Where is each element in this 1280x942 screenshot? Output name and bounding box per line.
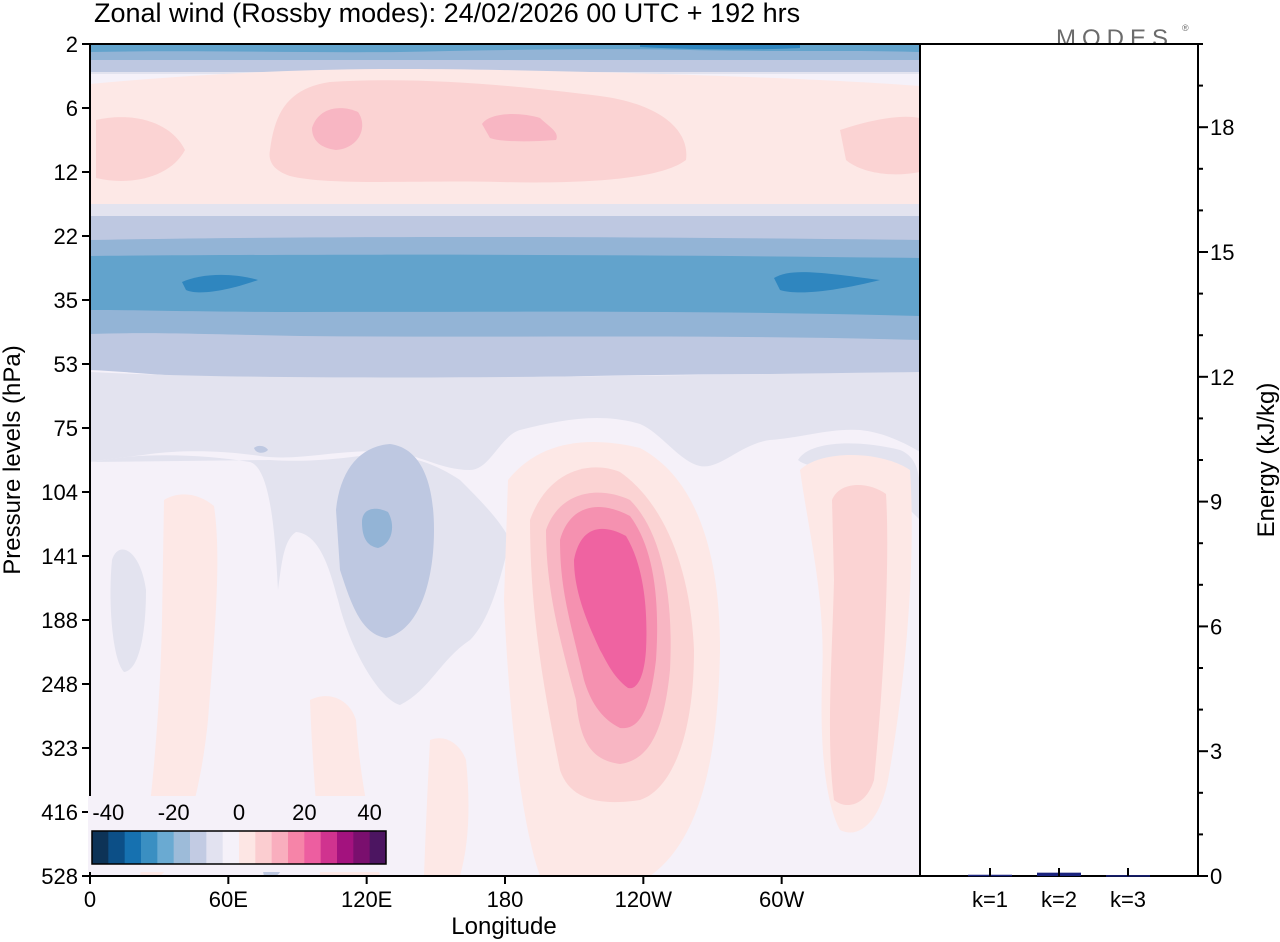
pink-center-core [574,528,647,689]
y-tick-label-104: 104 [41,480,78,505]
colorbar-swatch-2 [124,831,142,864]
y-tick-label-35: 35 [54,288,78,313]
colorbar-swatch-1 [108,831,126,864]
energy-panel-frame [919,43,1199,877]
jet-core-west [182,274,258,293]
energy-cat-label-k=1: k=1 [972,887,1008,912]
colorbar-swatch-17 [369,831,387,864]
y-tick-label-323: 323 [41,736,78,761]
westerly-patch-center [269,80,687,183]
colorbar-swatch-3 [141,831,158,864]
colorbar-swatch-6 [190,831,207,864]
weak-easterly-region [90,372,920,470]
colorbar-label-40: 40 [357,800,381,825]
energy-tick-label-15: 15 [1210,240,1234,265]
y-tick-label-528: 528 [41,864,78,889]
x-tick-label-60E: 60E [209,887,248,912]
westerly-patch-east [840,116,920,175]
colorbar: -40 -20 0 20 40 [88,796,390,872]
colorbar-swatch-9 [239,831,256,864]
x-tick-label-120E: 120E [341,887,392,912]
x-axis-label: Longitude [451,913,556,940]
logo-registered-mark: ® [1182,23,1195,33]
energy-tick-label-6: 6 [1210,614,1222,639]
energy-tick-label-12: 12 [1210,365,1234,390]
easterly-blip-small [254,445,268,453]
band-top-core [640,44,800,50]
easterly-core-center [362,508,393,548]
chart-title: Zonal wind (Rossby modes): 24/02/2026 00… [94,0,800,28]
pink-lower-center [424,738,469,876]
energy-axis: 0 3 6 9 12 15 18 [1198,43,1234,889]
colorbar-label--20: -20 [158,800,190,825]
colorbar-swatch-15 [337,831,354,864]
colorbar-swatch-4 [157,831,175,864]
colorbar-swatch-12 [288,831,305,864]
y-tick-label-248: 248 [41,672,78,697]
energy-axis-label: Energy (kJ/kg) [1253,383,1280,538]
y-tick-label-53: 53 [54,352,78,377]
energy-tick-label-0: 0 [1210,864,1222,889]
colorbar-swatch-8 [222,831,240,864]
colorbar-swatch-5 [173,831,191,864]
colorbar-label-20: 20 [292,800,316,825]
westerly-patch-west [96,117,185,181]
pink-east-inner [829,484,888,806]
y-tick-label-12: 12 [54,160,78,185]
colorbar-label-0: 0 [233,800,245,825]
y-tick-label-2: 2 [66,32,78,57]
jet-inner [90,254,920,316]
easterly-patch-west [110,549,146,672]
energy-tick-label-3: 3 [1210,739,1222,764]
energy-tick-label-9: 9 [1210,490,1222,515]
colorbar-swatch-7 [206,831,224,864]
x-tick-label-0: 0 [84,887,96,912]
longitude-axis: 0 60E 120E 180 120W 60W [84,876,805,912]
band-top-edge [90,60,920,72]
energy-bars: k=1 k=2 k=3 [968,868,1150,912]
energy-cat-label-k=2: k=2 [1041,887,1077,912]
y-tick-label-188: 188 [41,608,78,633]
colorbar-swatch-14 [320,831,338,864]
colorbar-label--40: -40 [92,800,124,825]
colorbar-swatch-0 [92,831,109,864]
y-tick-label-6: 6 [66,96,78,121]
colorbar-swatch-16 [353,831,371,864]
y-axis-label: Pressure levels (hPa) [0,345,26,574]
y-tick-label-141: 141 [41,544,78,569]
x-tick-label-180: 180 [487,887,524,912]
energy-tick-label-18: 18 [1210,115,1234,140]
colorbar-swatch-11 [271,831,289,864]
zonal-wind-contour-field [90,44,920,876]
x-tick-label-60W: 60W [759,887,804,912]
westerly-core-a [312,108,363,150]
colorbar-frame [91,830,387,865]
pink-west-column [140,494,218,876]
jet-edge-1 [90,204,920,218]
colorbar-swatch-13 [304,831,322,864]
y-tick-label-75: 75 [54,416,78,441]
x-tick-label-120W: 120W [615,887,673,912]
jet-core-east [774,272,880,293]
y-tick-label-416: 416 [41,800,78,825]
energy-cat-label-k=3: k=3 [1110,887,1146,912]
westerly-core-b [482,114,557,142]
colorbar-swatch-10 [255,831,273,864]
y-tick-label-22: 22 [54,224,78,249]
pressure-axis: 2 6 12 22 35 53 75 104 141 188 248 323 416 528 [41,32,90,889]
